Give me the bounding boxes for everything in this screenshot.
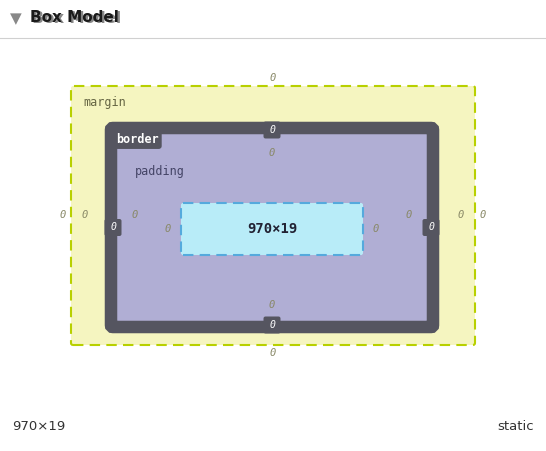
Text: Box Model: Box Model <box>30 10 119 25</box>
Text: 0: 0 <box>132 211 138 221</box>
Text: 0: 0 <box>60 211 66 221</box>
Text: border: border <box>116 133 159 146</box>
Text: ▼  Box Model: ▼ Box Model <box>10 10 121 25</box>
Text: 0: 0 <box>269 300 275 310</box>
Text: 0: 0 <box>428 222 434 233</box>
Text: margin: margin <box>83 96 126 109</box>
FancyBboxPatch shape <box>423 219 440 236</box>
FancyBboxPatch shape <box>104 219 122 236</box>
Text: 970×19: 970×19 <box>247 222 297 236</box>
Text: 0: 0 <box>269 320 275 330</box>
Text: 0: 0 <box>480 211 486 221</box>
Text: 0: 0 <box>270 73 276 83</box>
Text: 0: 0 <box>269 148 275 158</box>
FancyBboxPatch shape <box>264 121 281 138</box>
FancyBboxPatch shape <box>264 317 281 333</box>
Text: 0: 0 <box>458 211 464 221</box>
Text: padding: padding <box>135 165 185 178</box>
Text: 0: 0 <box>270 348 276 358</box>
Text: 0: 0 <box>165 224 171 234</box>
Text: 970×19: 970×19 <box>12 420 66 433</box>
Text: 0: 0 <box>373 224 379 234</box>
Text: 0: 0 <box>110 222 116 233</box>
FancyBboxPatch shape <box>181 203 363 255</box>
Text: 0: 0 <box>82 211 88 221</box>
FancyBboxPatch shape <box>71 86 475 345</box>
Text: static: static <box>497 420 534 433</box>
FancyBboxPatch shape <box>111 128 433 327</box>
Text: 0: 0 <box>406 211 412 221</box>
Text: 0: 0 <box>269 125 275 135</box>
